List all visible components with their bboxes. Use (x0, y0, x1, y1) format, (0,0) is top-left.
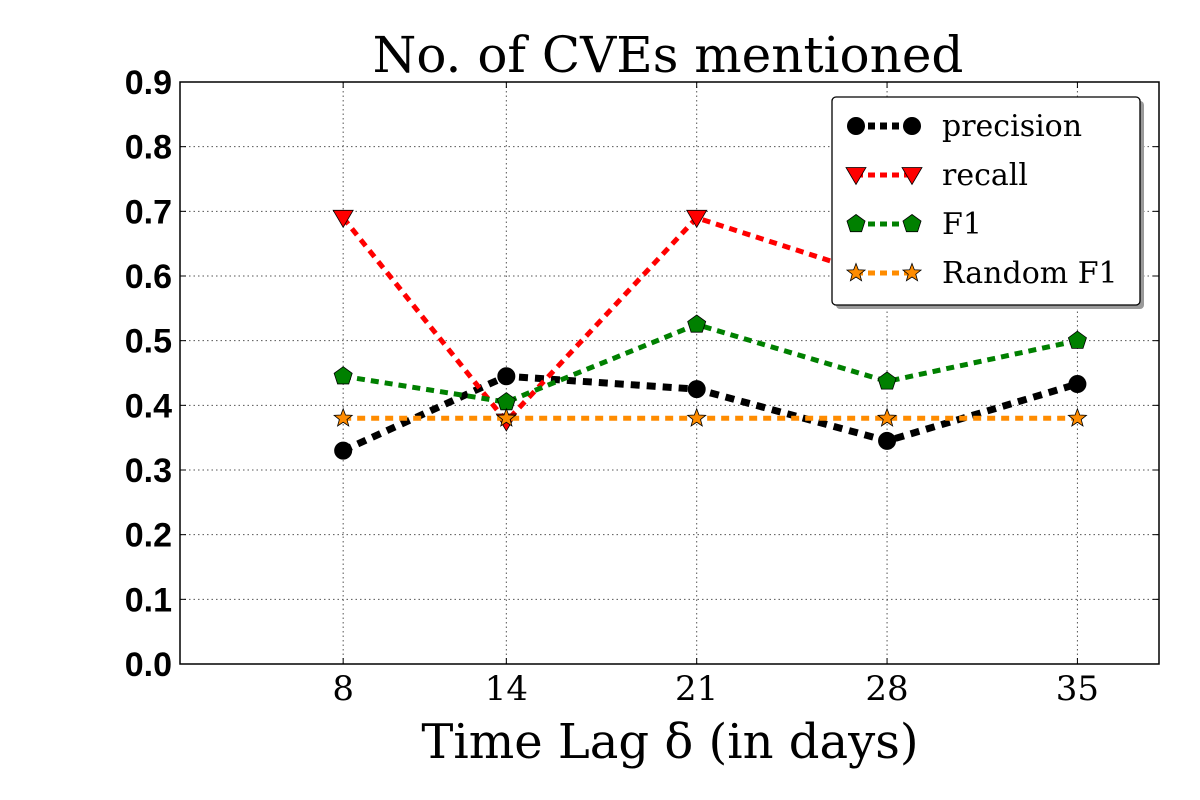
y-tick-label: 0.5 (125, 323, 172, 361)
series-precision (334, 367, 1087, 460)
x-axis-label: Time Lag δ (in days) (421, 714, 918, 770)
series-line-f1 (342, 321, 1078, 405)
data-point-precision (497, 367, 516, 386)
legend-marker (901, 262, 923, 282)
y-tick-label: 0.8 (125, 129, 172, 167)
axis-ticks: 0.0 0.1 0.2 0.3 0.4 0.5 0.6 0.7 0.8 0.9 8 14 21 28 35 (125, 64, 1159, 709)
legend-marker (902, 214, 922, 233)
legend-marker (846, 214, 866, 233)
legend-item-random-f1: Random F1 (845, 256, 1118, 291)
series-line-precision (341, 372, 1079, 454)
legend-item-recall: recall (845, 158, 1028, 193)
y-tick-label: 0.7 (125, 193, 172, 231)
y-tick-label: 0.9 (125, 64, 172, 102)
y-tick-label: 0.2 (125, 517, 172, 555)
legend-label: recall (942, 158, 1028, 193)
data-point-random-f1 (1067, 407, 1088, 427)
y-tick-label: 0.4 (125, 387, 172, 425)
legend-marker (903, 117, 921, 135)
legend-label: precision (942, 109, 1082, 144)
data-point-precision (334, 441, 353, 460)
plot-area-frame (179, 81, 1160, 665)
legend-marker (845, 262, 867, 282)
data-point-precision (878, 431, 897, 450)
legend-marker (845, 167, 867, 186)
data-point-random-f1 (333, 407, 354, 427)
y-tick-label: 0.3 (125, 452, 172, 490)
x-tick-label: 28 (865, 669, 908, 709)
y-tick-label: 0.0 (125, 646, 172, 684)
data-point-random-f1 (686, 407, 707, 427)
x-tick-label: 35 (1056, 669, 1099, 709)
legend-marker (847, 117, 865, 135)
data-point-recall (685, 209, 708, 229)
legend-label: Random F1 (942, 256, 1118, 291)
x-tick-label: 21 (675, 669, 718, 709)
x-tick-label: 8 (332, 669, 354, 709)
series-random-f1 (333, 407, 1088, 427)
data-point-f1 (1067, 330, 1087, 349)
y-tick-label: 0.1 (125, 581, 172, 619)
y-tick-label: 0.6 (125, 258, 172, 296)
legend: precision recall F1 Random F1 (831, 96, 1144, 309)
data-point-random-f1 (876, 407, 898, 427)
data-point-f1 (496, 392, 516, 411)
data-point-f1 (877, 371, 897, 390)
data-point-random-f1 (496, 407, 517, 427)
legend-box (831, 96, 1141, 306)
data-point-precision (1068, 374, 1087, 393)
data-point-recall (332, 209, 354, 229)
data-point-precision (687, 380, 706, 399)
series-f1 (333, 314, 1087, 411)
x-tick-label: 14 (485, 669, 528, 709)
legend-item-precision: precision (847, 109, 1082, 144)
data-point-f1 (333, 366, 353, 385)
legend-item-f1: F1 (846, 207, 982, 242)
data-point-f1 (687, 314, 707, 333)
legend-marker (901, 167, 923, 186)
legend-label: F1 (942, 207, 982, 242)
chart-title: No. of CVEs mentioned (373, 26, 964, 84)
